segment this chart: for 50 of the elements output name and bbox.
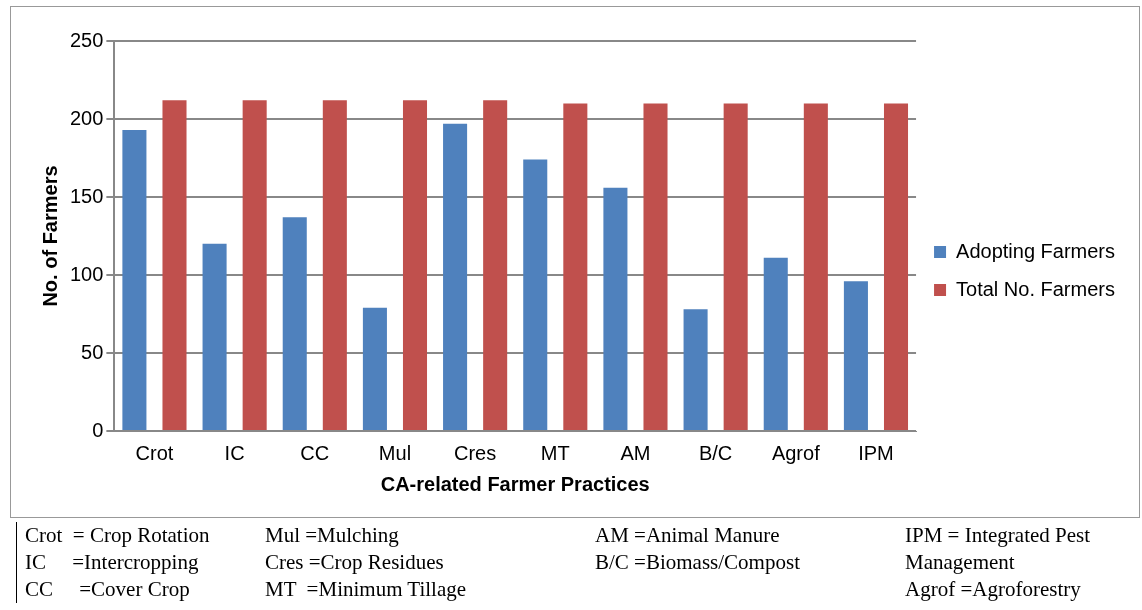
bar bbox=[443, 123, 468, 430]
text: AM =Animal Manure bbox=[595, 522, 781, 549]
bar bbox=[362, 307, 387, 430]
legend-label: Adopting Farmers bbox=[956, 239, 1116, 262]
bar bbox=[603, 187, 628, 430]
bar bbox=[242, 100, 267, 430]
x-tick-label: MT bbox=[540, 441, 570, 464]
x-axis-title: CA-related Farmer Practices bbox=[380, 472, 650, 495]
bar bbox=[122, 129, 147, 430]
text: IPM = Integrated Pest Management bbox=[905, 522, 1092, 576]
bar bbox=[763, 257, 788, 430]
bar bbox=[883, 103, 909, 430]
text: Agrof =Agroforestry bbox=[905, 576, 1082, 603]
x-tick-label: AM bbox=[620, 441, 651, 464]
bar bbox=[803, 103, 828, 430]
x-tick-label: Mul bbox=[378, 441, 412, 464]
x-tick-label: Agrof bbox=[771, 441, 821, 464]
y-tick-label: 250 bbox=[69, 28, 104, 51]
y-tick-label: 200 bbox=[69, 106, 104, 129]
x-tick-label: CC bbox=[300, 441, 330, 464]
y-tick-label: 50 bbox=[81, 340, 104, 363]
x-tick-label: Cres bbox=[454, 441, 497, 464]
text: Cres =Crop Residues bbox=[265, 549, 445, 576]
bar bbox=[683, 309, 708, 430]
x-tick-label: IC bbox=[224, 441, 245, 464]
y-tick-label: 0 bbox=[92, 418, 104, 441]
bar bbox=[322, 100, 347, 430]
text: IC =Intercropping bbox=[25, 549, 200, 576]
y-tick-label: 100 bbox=[69, 262, 104, 285]
x-tick-label: B/C bbox=[698, 441, 733, 464]
text: CC =Cover Crop bbox=[25, 576, 191, 603]
bar bbox=[483, 100, 508, 430]
bar bbox=[523, 159, 548, 430]
y-tick-label: 150 bbox=[69, 184, 104, 207]
x-tick-label: IPM bbox=[858, 441, 894, 464]
bar bbox=[162, 100, 187, 430]
bar bbox=[643, 103, 668, 430]
text: Crot = Crop Rotation bbox=[25, 522, 211, 549]
text: MT =Minimum Tillage bbox=[265, 576, 468, 603]
bar bbox=[843, 281, 868, 430]
bar bbox=[202, 243, 227, 430]
bar bbox=[402, 100, 428, 430]
y-axis-title: No. of Farmers bbox=[38, 165, 61, 307]
text: Mul =Mulching bbox=[265, 522, 400, 549]
bar bbox=[723, 103, 748, 430]
text: B/C =Biomass/Compost bbox=[595, 549, 801, 576]
bar bbox=[563, 103, 588, 430]
legend-label: Total No. Farmers bbox=[956, 277, 1115, 300]
x-tick-label: Crot bbox=[135, 441, 174, 464]
bar bbox=[282, 217, 307, 430]
